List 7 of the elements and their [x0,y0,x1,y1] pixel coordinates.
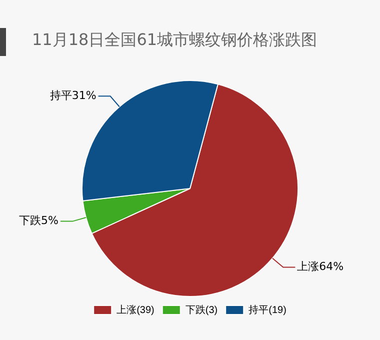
data-label: 持平31% [50,89,96,102]
data-label: 上涨64% [297,260,344,274]
data-label: 下跌5% [19,214,58,228]
chart-title: 11月18日全国61城市螺纹钢价格涨跌图 [32,30,318,51]
legend-label: 持平(19) [248,304,286,316]
legend-label: 上涨(39) [116,304,154,316]
legend-label: 下跌(3) [185,304,218,316]
